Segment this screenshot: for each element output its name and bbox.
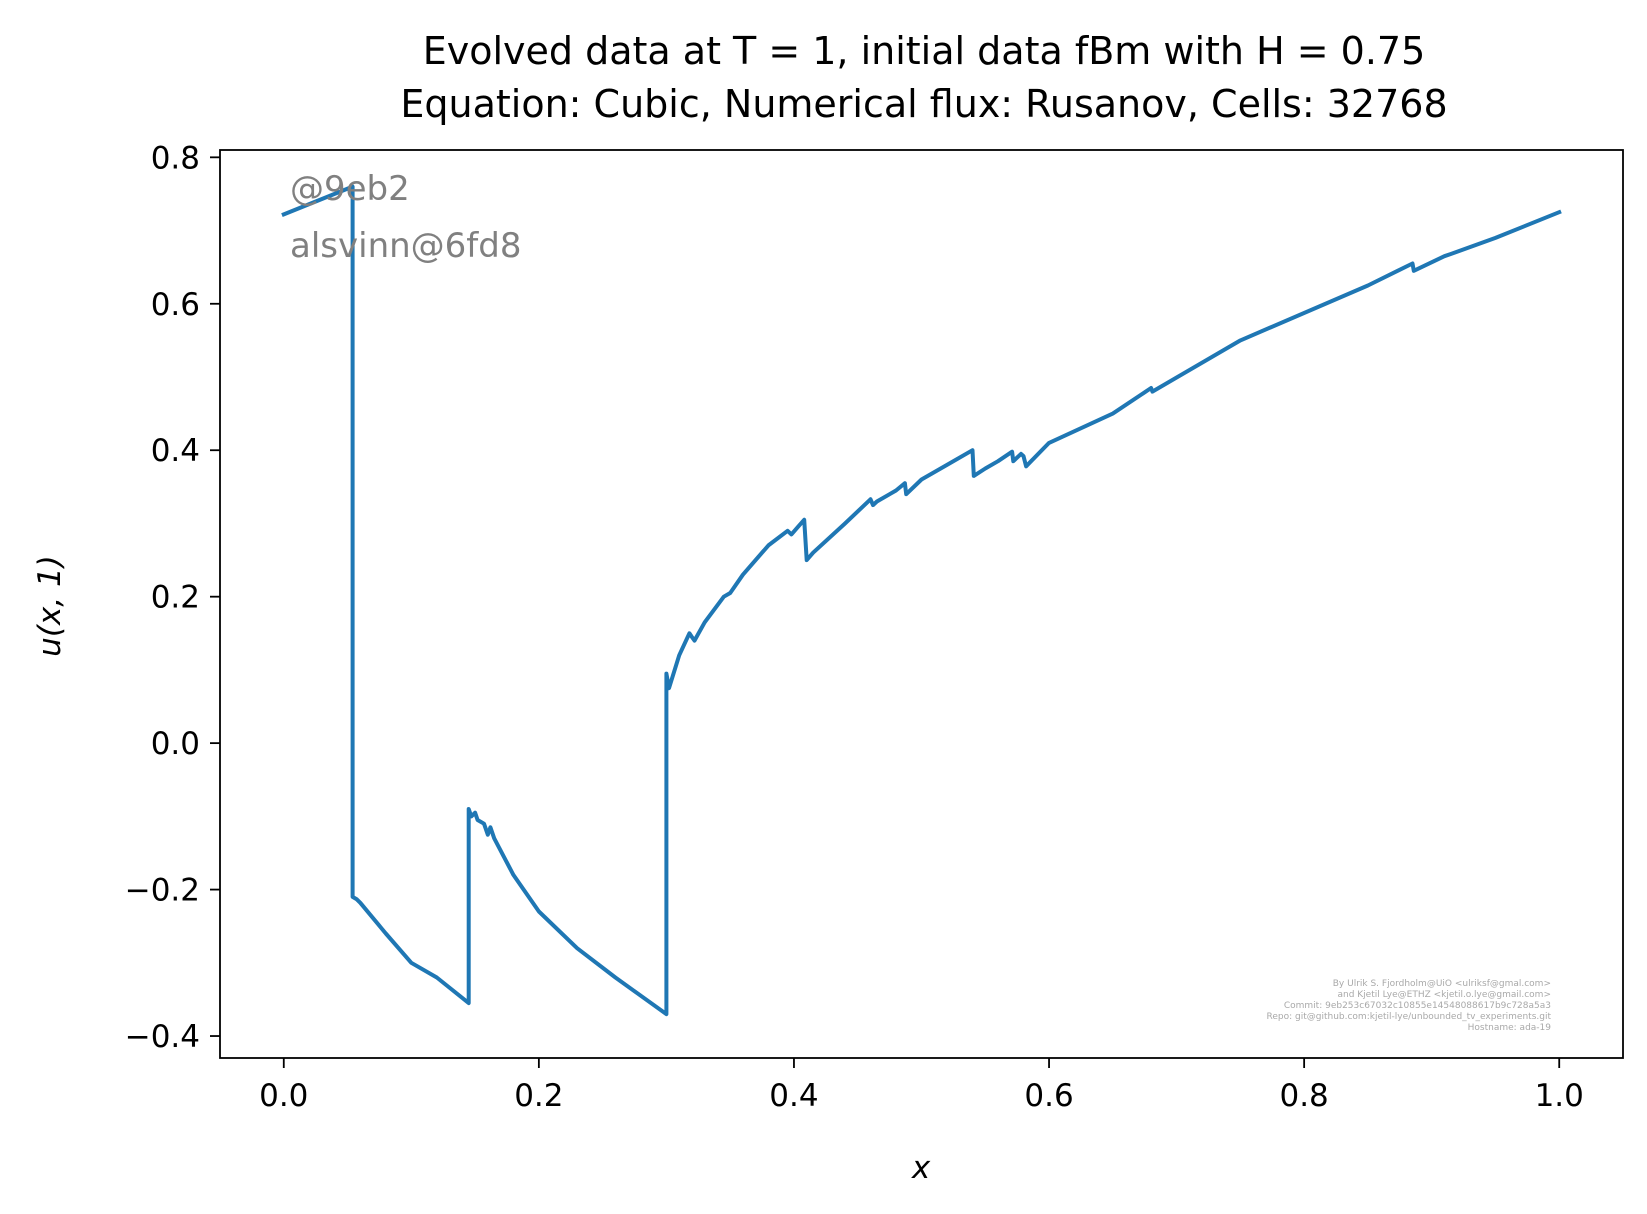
series-layer (281, 184, 1562, 1017)
axes-frame (219, 149, 1624, 1059)
watermark-tool: alsvinn@6fd8 (290, 226, 521, 266)
x-axis-ticks: 0.0 0.2 0.4 0.6 0.8 1.0 (259, 1058, 1584, 1114)
plot-area: 0.0 0.2 0.4 0.6 0.8 1.0 −0.4−0.20.00.20.40.60… (125, 140, 1624, 1114)
credit-line: and Kjetil Lye@ETHZ <kjetil.o.lye@gmail.… (1337, 990, 1551, 1000)
credit-line: Hostname: ada-19 (1468, 1023, 1552, 1033)
chart-title-line1: Evolved data at T = 1, initial data fBm … (423, 29, 1426, 73)
y-tick-label: 0.4 (151, 433, 200, 469)
chart-title-line2: Equation: Cubic, Numerical flux: Rusanov… (400, 82, 1447, 126)
x-tick-label: 0.0 (259, 1078, 308, 1114)
y-axis-label: u(x, 1) (32, 555, 68, 657)
credits-block: By Ulrik S. Fjordholm@UiO <ulriksf@gmal.… (1267, 979, 1552, 1033)
x-tick-label: 1.0 (1535, 1078, 1584, 1114)
credit-line: Commit: 9eb253c67032c10855e14548088617b9… (1284, 1001, 1551, 1011)
x-tick-label: 0.8 (1279, 1078, 1328, 1114)
y-tick-label: 0.0 (151, 726, 200, 762)
x-axis-label: x (911, 1150, 931, 1186)
y-axis-ticks: −0.4 −0.2 0.0 0.2 0.4 0.6 0.8 (125, 140, 220, 1055)
y-tick-label: 0.8 (151, 140, 200, 176)
y-tick-label: −0.4 (125, 1019, 200, 1055)
y-tick-label: 0.6 (151, 287, 200, 323)
credit-line: Repo: git@github.com:kjetil-lye/unbounde… (1267, 1012, 1552, 1022)
x-tick-label: 0.4 (769, 1078, 818, 1114)
x-tick-label: 0.6 (1024, 1078, 1073, 1114)
y-tick-label: −0.2 (125, 873, 200, 909)
series-line-0 (281, 184, 1562, 1017)
x-tick-label: 0.2 (514, 1078, 563, 1114)
credit-line: By Ulrik S. Fjordholm@UiO <ulriksf@gmal.… (1333, 979, 1551, 989)
watermark-commit: @9eb2 (290, 169, 410, 209)
y-tick-label: 0.2 (151, 580, 200, 616)
